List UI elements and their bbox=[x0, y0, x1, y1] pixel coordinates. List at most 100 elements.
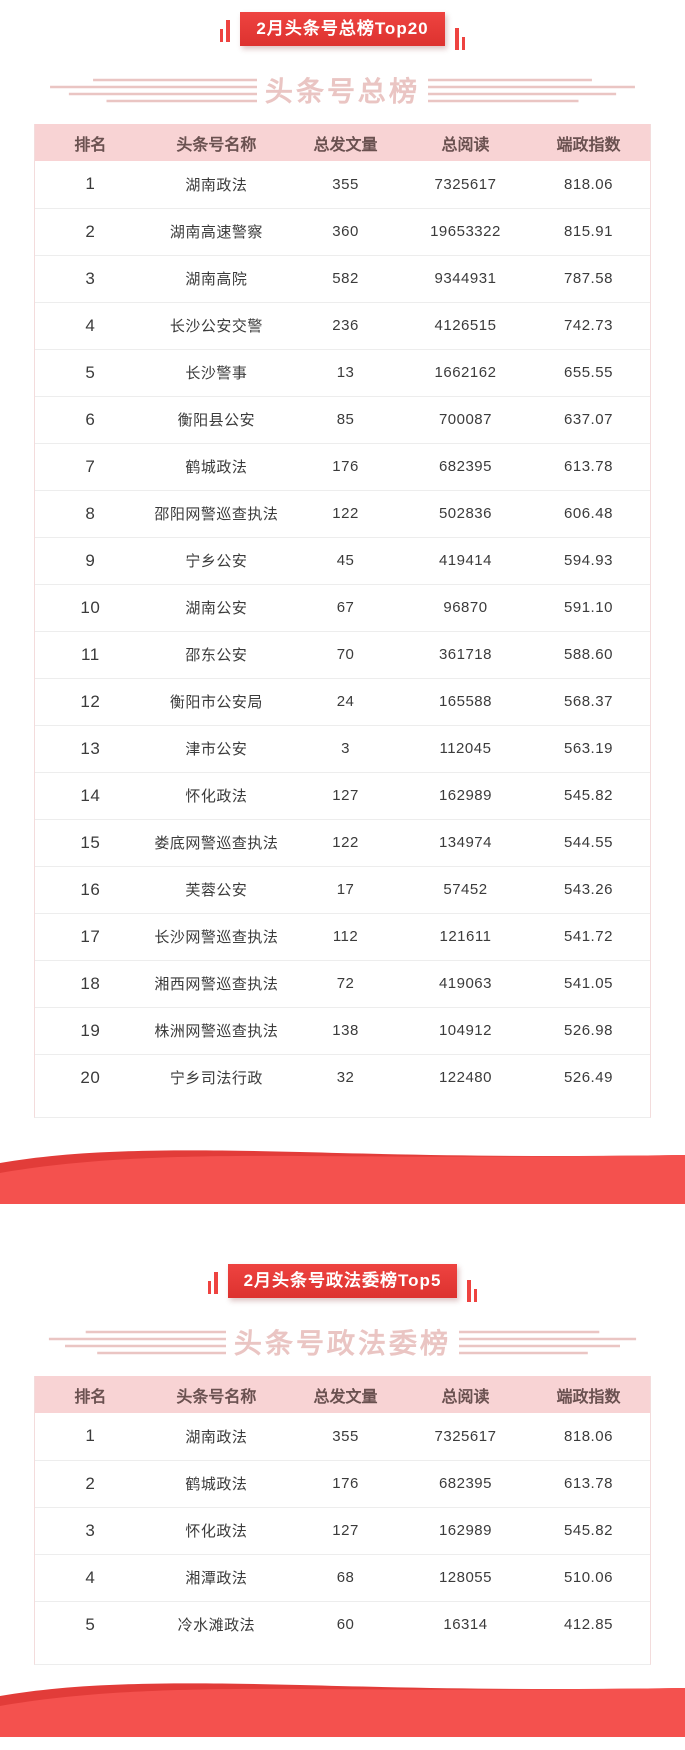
reads-cell: 9344931 bbox=[403, 254, 527, 302]
posts-cell: 176 bbox=[287, 442, 404, 490]
table-row: 11 邵东公安 70 361718 588.60 bbox=[35, 630, 650, 678]
rank-cell: 3 bbox=[35, 254, 146, 302]
index-cell: 588.60 bbox=[526, 630, 650, 678]
posts-cell: 112 bbox=[287, 912, 404, 960]
posts-cell: 127 bbox=[287, 771, 404, 819]
table-row: 5 冷水滩政法 60 16314 412.85 bbox=[35, 1600, 650, 1648]
posts-cell: 127 bbox=[287, 1506, 404, 1554]
section-title-row-top5: 头条号政法委榜 bbox=[42, 1322, 643, 1362]
table-row: 14 怀化政法 127 162989 545.82 bbox=[35, 771, 650, 819]
index-cell: 655.55 bbox=[526, 348, 650, 396]
ranking-table-top5: 排名 头条号名称 总发文量 总阅读 端政指数 1 湖南政法 355 7325617 81… bbox=[34, 1376, 651, 1665]
rank-cell: 12 bbox=[35, 677, 146, 725]
speed-lines-right-icon bbox=[459, 1330, 637, 1355]
table-row: 5 长沙警事 13 1662162 655.55 bbox=[35, 348, 650, 396]
col-header-reads: 总阅读 bbox=[403, 124, 527, 161]
rank-cell: 19 bbox=[35, 1006, 146, 1054]
index-cell: 526.49 bbox=[526, 1053, 650, 1101]
banner-left-bars-icon bbox=[220, 20, 231, 42]
posts-cell: 68 bbox=[287, 1553, 404, 1601]
col-header-name: 头条号名称 bbox=[145, 124, 288, 161]
account-name-cell: 津市公安 bbox=[145, 724, 288, 772]
posts-cell: 67 bbox=[287, 583, 404, 631]
reads-cell: 419414 bbox=[403, 536, 527, 584]
posts-cell: 122 bbox=[287, 489, 404, 537]
reads-cell: 361718 bbox=[403, 630, 527, 678]
account-name-cell: 湖南政法 bbox=[185, 176, 248, 194]
posts-cell: 355 bbox=[332, 175, 359, 193]
posts-cell: 60 bbox=[287, 1600, 404, 1648]
rank-cell: 1 bbox=[85, 174, 96, 194]
account-name-cell: 衡阳市公安局 bbox=[145, 677, 288, 725]
red-wave-footer bbox=[0, 1683, 685, 1737]
account-name-cell: 长沙警事 bbox=[145, 348, 288, 396]
index-cell: 545.82 bbox=[526, 1506, 650, 1554]
reads-cell: 4126515 bbox=[403, 301, 527, 349]
posts-cell: 138 bbox=[287, 1006, 404, 1054]
table-row: 13 津市公安 3 112045 563.19 bbox=[35, 724, 650, 772]
index-cell: 545.82 bbox=[526, 771, 650, 819]
index-cell: 815.91 bbox=[526, 207, 650, 255]
col-header-index: 端政指数 bbox=[526, 124, 650, 161]
account-name-cell: 怀化政法 bbox=[145, 771, 288, 819]
reads-cell: 502836 bbox=[403, 489, 527, 537]
account-name-cell: 宁乡公安 bbox=[145, 536, 288, 584]
account-name-cell: 湘潭政法 bbox=[145, 1553, 288, 1601]
reads-cell: 1662162 bbox=[403, 348, 527, 396]
reads-cell: 134974 bbox=[403, 818, 527, 866]
reads-cell: 16314 bbox=[403, 1600, 527, 1648]
banner-right-bars-icon bbox=[454, 28, 465, 50]
rank-cell: 13 bbox=[35, 724, 146, 772]
index-cell: 510.06 bbox=[526, 1553, 650, 1601]
posts-cell: 176 bbox=[287, 1459, 404, 1507]
section-top5: 2月头条号政法委榜Top5 头条号政法委榜 排名 bbox=[0, 1252, 685, 1750]
red-wave-divider bbox=[0, 1150, 685, 1204]
index-cell: 606.48 bbox=[526, 489, 650, 537]
table-row: 16 芙蓉公安 17 57452 543.26 bbox=[35, 865, 650, 913]
rank-cell: 18 bbox=[35, 959, 146, 1007]
reads-cell: 682395 bbox=[403, 1459, 527, 1507]
index-cell: 568.37 bbox=[526, 677, 650, 725]
posts-cell: 360 bbox=[287, 207, 404, 255]
section-title-top20: 头条号总榜 bbox=[264, 76, 421, 107]
rank-cell: 1 bbox=[85, 1426, 96, 1446]
account-name-cell: 湖南高速警察 bbox=[145, 207, 288, 255]
account-name-cell: 鹤城政法 bbox=[145, 1459, 288, 1507]
banner-row-top5: 2月头条号政法委榜Top5 bbox=[0, 1252, 685, 1302]
account-name-cell: 娄底网警巡查执法 bbox=[145, 818, 288, 866]
col-header-posts: 总发文量 bbox=[287, 1376, 404, 1413]
posts-cell: 32 bbox=[287, 1053, 404, 1101]
rank-cell: 8 bbox=[35, 489, 146, 537]
banner-title-top5: 2月头条号政法委榜Top5 bbox=[227, 1264, 458, 1298]
rank-cell: 5 bbox=[35, 1600, 146, 1648]
index-cell: 541.72 bbox=[526, 912, 650, 960]
section-title-row-top20: 头条号总榜 bbox=[42, 70, 643, 110]
index-cell: 412.85 bbox=[526, 1600, 650, 1648]
ranking-table-top20: 排名 头条号名称 总发文量 总阅读 端政指数 1 湖南政法 355 7325617 81… bbox=[34, 124, 651, 1118]
table-row: 6 衡阳县公安 85 700087 637.07 bbox=[35, 395, 650, 443]
account-name-cell: 冷水滩政法 bbox=[145, 1600, 288, 1648]
index-cell: 591.10 bbox=[526, 583, 650, 631]
col-header-reads: 总阅读 bbox=[403, 1376, 527, 1413]
reads-cell: 682395 bbox=[403, 442, 527, 490]
reads-cell: 112045 bbox=[403, 724, 527, 772]
account-name-cell: 鹤城政法 bbox=[145, 442, 288, 490]
rank-cell: 3 bbox=[35, 1506, 146, 1554]
rank-cell: 20 bbox=[35, 1053, 146, 1101]
index-cell: 742.73 bbox=[526, 301, 650, 349]
account-name-cell: 衡阳县公安 bbox=[145, 395, 288, 443]
col-header-rank: 排名 bbox=[35, 124, 146, 161]
section-top20: 2月头条号总榜Top20 头条号总榜 排名 bbox=[0, 12, 685, 1204]
table-row: 20 宁乡司法行政 32 122480 526.49 bbox=[35, 1053, 650, 1101]
account-name-cell: 湖南高院 bbox=[145, 254, 288, 302]
speed-lines-left-icon bbox=[48, 1330, 226, 1355]
index-cell: 594.93 bbox=[526, 536, 650, 584]
account-name-cell: 长沙公安交警 bbox=[145, 301, 288, 349]
table-row: 1 湖南政法 355 7325617 818.06 bbox=[35, 161, 650, 208]
table-row: 15 娄底网警巡查执法 122 134974 544.55 bbox=[35, 818, 650, 866]
table-row: 7 鹤城政法 176 682395 613.78 bbox=[35, 442, 650, 490]
posts-cell: 582 bbox=[287, 254, 404, 302]
reads-cell: 700087 bbox=[403, 395, 527, 443]
reads-cell: 96870 bbox=[403, 583, 527, 631]
table-row: 12 衡阳市公安局 24 165588 568.37 bbox=[35, 677, 650, 725]
